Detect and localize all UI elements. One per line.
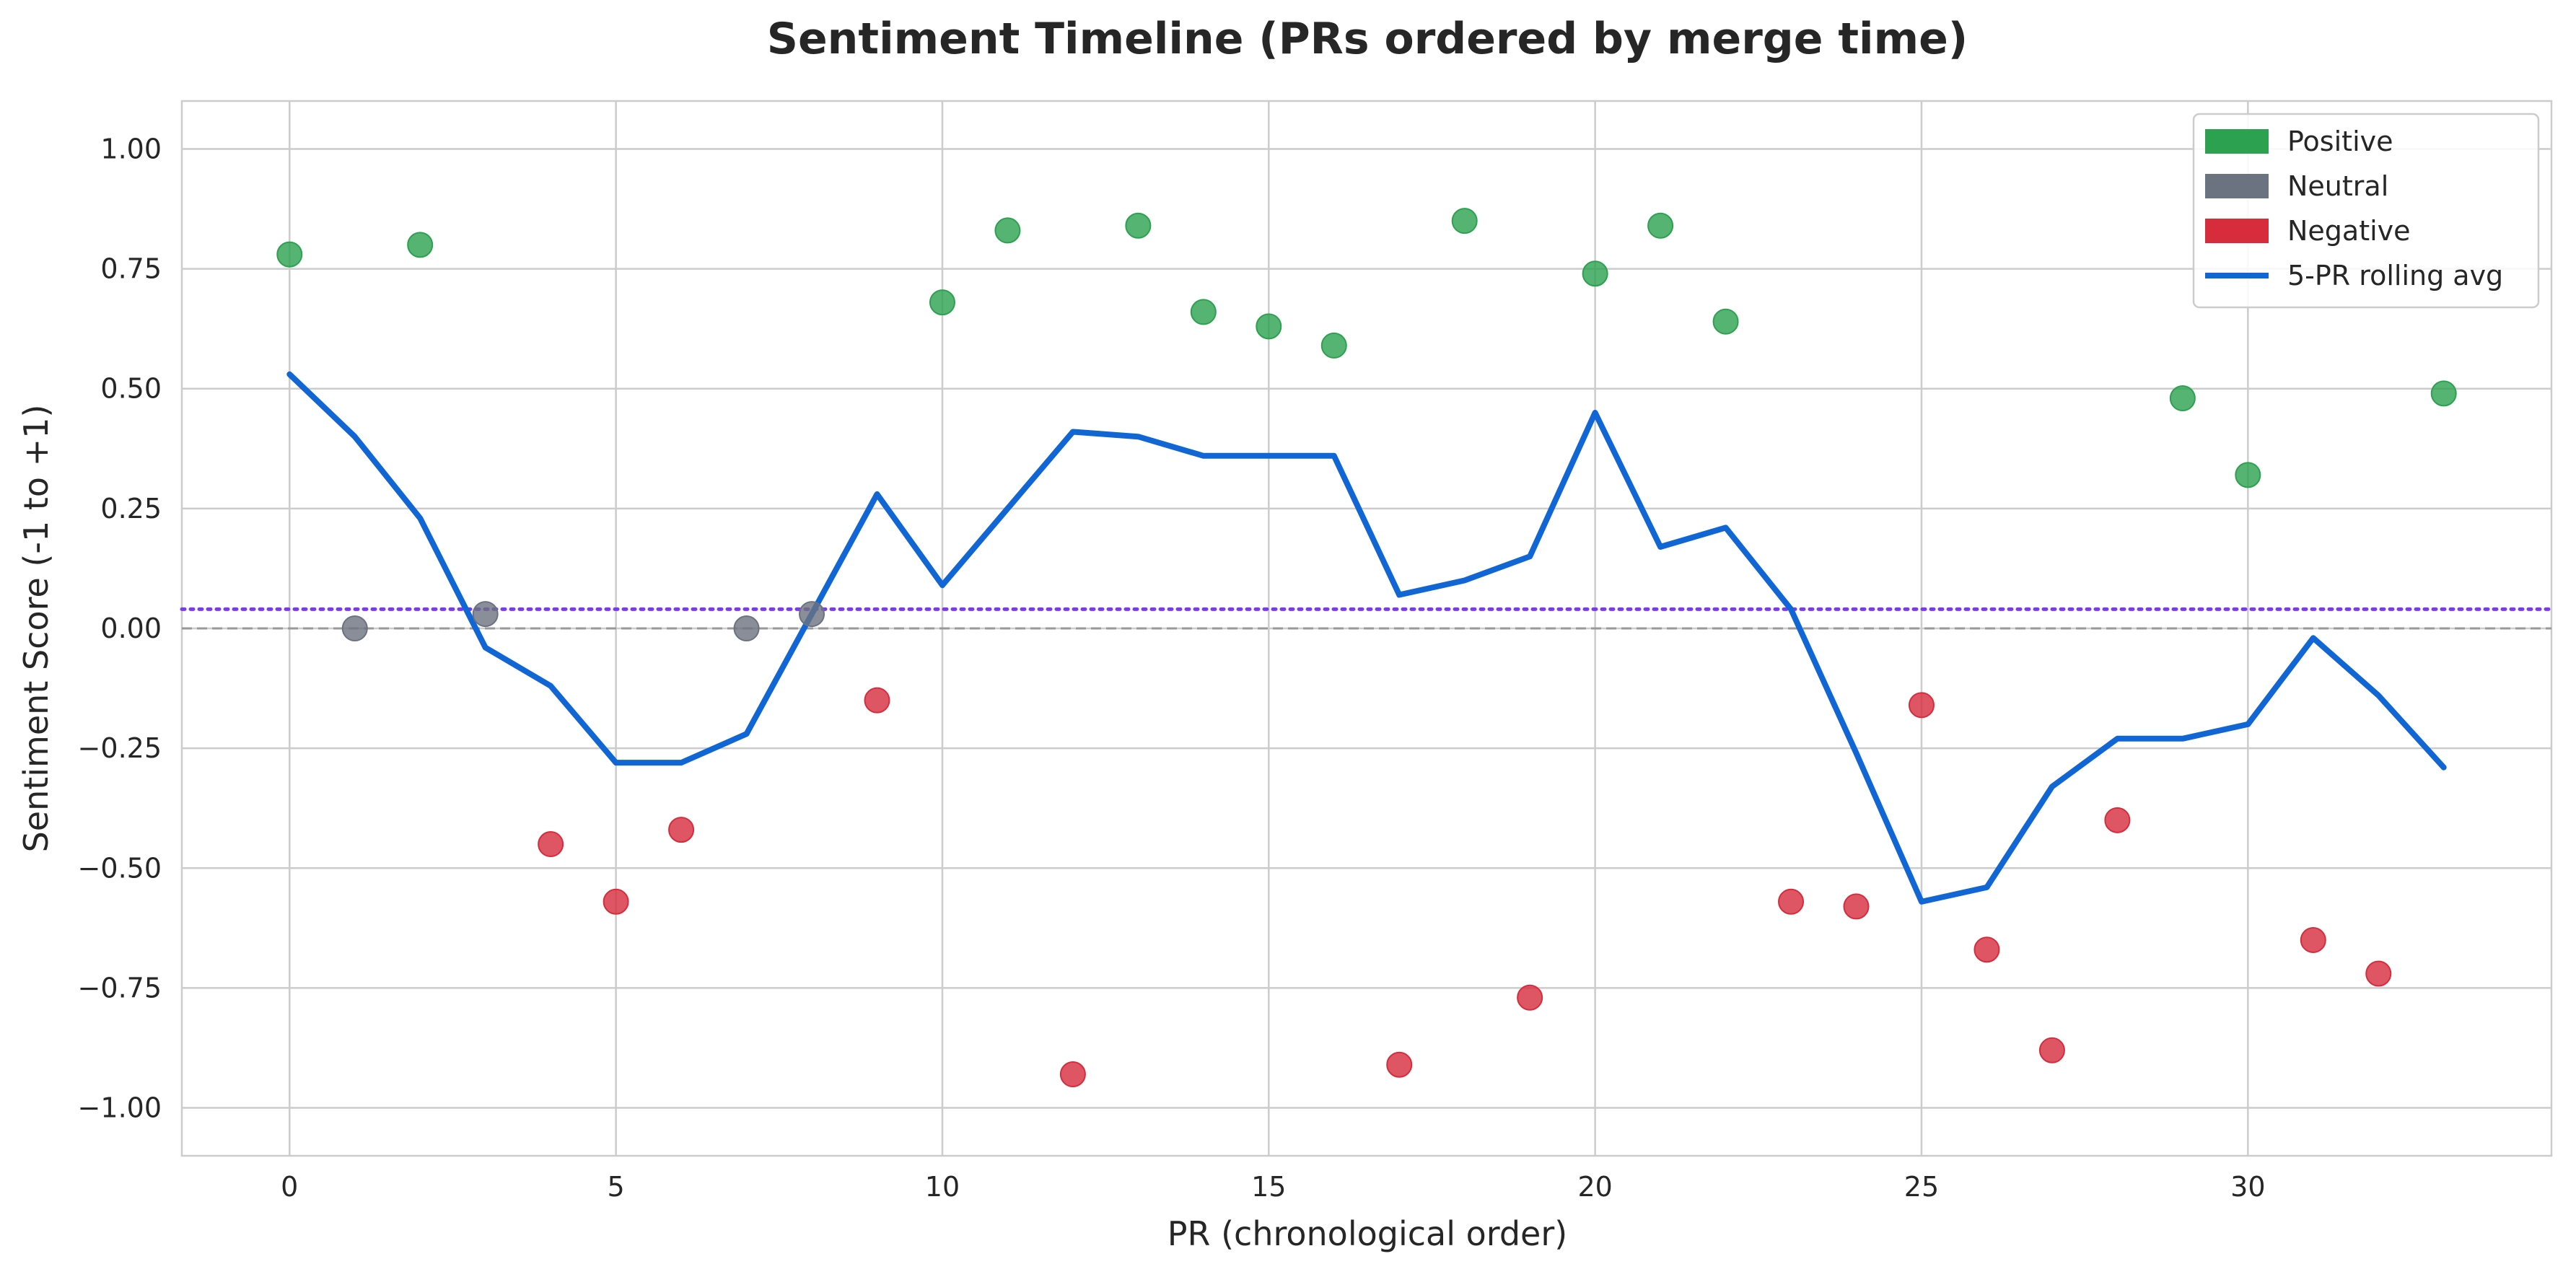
y-tick-label: 0.25 (100, 493, 162, 525)
y-tick-labels: −1.00 −0.75 −0.50 −0.25 0.00 0.25 0.50 0.75 1.00 (78, 133, 162, 1123)
point-positive (2235, 462, 2261, 488)
point-negative (1843, 893, 1870, 920)
legend-label-positive: Positive (2287, 126, 2393, 157)
point-negative (2365, 960, 2392, 987)
y-tick-label: −1.00 (78, 1092, 162, 1124)
point-negative (1059, 1061, 1086, 1088)
y-tick-label: 0.75 (100, 253, 162, 285)
legend-label-rolling: 5-PR rolling avg (2287, 260, 2503, 291)
x-tick-label: 25 (1904, 1171, 1939, 1203)
legend-swatch-neutral (2205, 174, 2269, 198)
x-tick-label: 20 (1577, 1171, 1612, 1203)
sentiment-points (276, 208, 2457, 1088)
point-negative (1908, 692, 1935, 719)
x-tick-label: 30 (2230, 1171, 2265, 1203)
point-positive (929, 289, 955, 316)
y-tick-label: 1.00 (100, 133, 162, 164)
y-tick-label: −0.50 (78, 852, 162, 884)
point-positive (407, 232, 434, 258)
point-negative (2300, 926, 2326, 953)
point-negative (1386, 1051, 1413, 1078)
point-negative (1778, 888, 1805, 915)
point-positive (1712, 308, 1739, 335)
legend-label-negative: Negative (2287, 215, 2411, 247)
y-axis-label: Sentiment Score (-1 to +1) (17, 405, 56, 853)
legend-label-neutral: Neutral (2287, 170, 2388, 202)
point-positive (994, 217, 1021, 244)
point-neutral (341, 615, 368, 641)
legend: Positive Neutral Negative 5-PR rolling avg (2192, 113, 2540, 309)
point-negative (668, 817, 695, 843)
x-tick-labels: 0 5 10 15 20 25 30 (281, 1171, 2265, 1203)
point-negative (864, 687, 890, 714)
x-tick-label: 15 (1251, 1171, 1286, 1203)
legend-swatch-positive (2205, 129, 2269, 154)
point-positive (1256, 313, 1282, 340)
y-tick-label: 0.50 (100, 373, 162, 405)
point-negative (2038, 1037, 2065, 1063)
y-tick-label: −0.75 (78, 972, 162, 1004)
point-negative (603, 888, 629, 915)
point-positive (1582, 260, 1608, 287)
point-neutral (472, 601, 499, 628)
x-tick-label: 5 (608, 1171, 625, 1203)
chart-title: Sentiment Timeline (PRs ordered by merge… (767, 14, 1968, 64)
point-positive (1320, 332, 1347, 359)
point-positive (2169, 385, 2196, 412)
rolling-average-series (286, 371, 2447, 905)
point-positive (1190, 299, 1217, 325)
point-negative (538, 831, 564, 858)
point-positive (1647, 212, 1674, 239)
point-neutral (733, 615, 760, 641)
rolling-average-line (286, 371, 2447, 905)
legend-swatch-negative (2205, 219, 2269, 243)
y-tick-label: 0.00 (100, 613, 162, 644)
point-positive (276, 241, 303, 268)
x-tick-label: 10 (925, 1171, 960, 1203)
point-positive (1451, 208, 1478, 234)
point-negative (1973, 936, 2000, 963)
reference-lines (180, 607, 2554, 630)
y-tick-label: −0.25 (78, 732, 162, 764)
point-negative (2104, 807, 2131, 833)
point-positive (1125, 212, 1152, 239)
point-neutral (799, 601, 825, 628)
legend-box (2192, 113, 2540, 309)
x-axis-label: PR (chronological order) (1167, 1214, 1567, 1253)
x-tick-label: 0 (281, 1171, 298, 1203)
point-positive (2430, 380, 2457, 407)
point-negative (1517, 984, 1543, 1011)
